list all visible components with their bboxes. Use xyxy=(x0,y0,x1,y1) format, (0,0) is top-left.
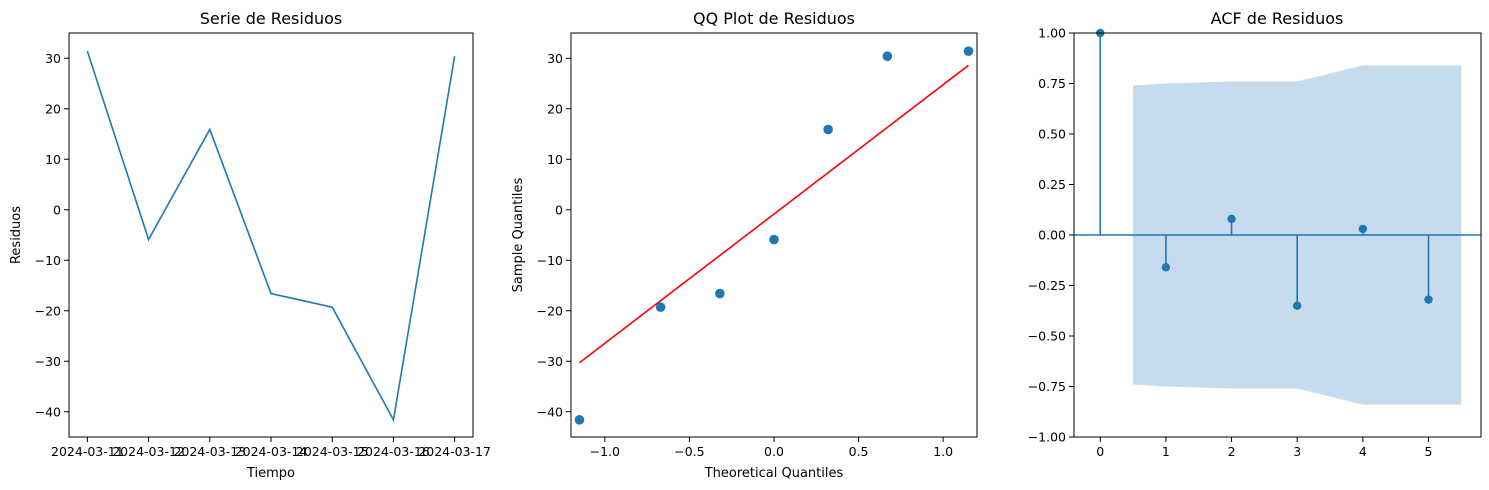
residual-series-xtick-label: 2024-03-15 xyxy=(296,444,369,459)
residual-series-xtick-label: 2024-03-12 xyxy=(112,444,185,459)
residual-series-line xyxy=(86,50,456,423)
acf-xtick-label: 3 xyxy=(1293,444,1301,459)
residual-series-ytick-label: −40 xyxy=(35,404,61,419)
residual-series-xtick-label: 2024-03-11 xyxy=(51,444,124,459)
acf-xtick-label: 1 xyxy=(1162,444,1170,459)
acf-ytick-label: −1.00 xyxy=(1028,430,1066,445)
residual-series-ytick-label: 10 xyxy=(45,152,61,167)
residual-series-ytick-label: −30 xyxy=(35,354,61,369)
residual-series-ytick-label: 30 xyxy=(45,51,61,66)
residual-series-title: Serie de Residuos xyxy=(200,9,342,28)
acf-xtick-label: 0 xyxy=(1096,444,1104,459)
qq-plot-xtick-label: 0.0 xyxy=(764,444,784,459)
residual-series-xtick-label: 2024-03-16 xyxy=(357,444,430,459)
residual-series-ytick-label: −10 xyxy=(35,253,61,268)
qq-plot-xtick-label: −0.5 xyxy=(674,444,704,459)
qq-plot-title: QQ Plot de Residuos xyxy=(693,9,855,28)
residual-series-axes-frame xyxy=(68,32,474,438)
qq-plot-ytick-label: 10 xyxy=(547,152,563,167)
residual-series-ylabel: Residuos xyxy=(9,206,24,264)
qq-point xyxy=(882,51,893,62)
qq-point xyxy=(655,302,666,313)
acf-title: ACF de Residuos xyxy=(1211,9,1344,28)
acf-ytick-label: −0.25 xyxy=(1028,278,1066,293)
acf-point xyxy=(1227,214,1236,224)
qq-plot-ytick-label: −30 xyxy=(537,354,563,369)
acf-ytick-label: −0.75 xyxy=(1028,379,1066,394)
residual-series-xtick-label: 2024-03-17 xyxy=(418,444,491,459)
residual-series-xlabel: Tiempo xyxy=(246,466,295,481)
qq-reference-line xyxy=(578,64,970,364)
acf-point xyxy=(1161,263,1171,272)
acf-xtick-label: 4 xyxy=(1359,444,1367,459)
qq-plot-xtick-label: 0.5 xyxy=(849,444,869,459)
acf-panel: ACF de Residuos 1.00 0.75 0.50 0.25 0.00 −0.2… xyxy=(1028,9,1482,459)
residual-series-ytick-label: −20 xyxy=(35,303,61,318)
qq-plot-ytick-label: −10 xyxy=(537,253,563,268)
qq-point xyxy=(574,415,585,425)
acf-ytick-label: 0.75 xyxy=(1038,76,1066,91)
qq-plot-ytick-label: 0 xyxy=(555,202,563,217)
qq-plot-ytick-label: 20 xyxy=(547,101,563,116)
acf-point xyxy=(1358,224,1368,234)
residual-series-panel: Serie de Residuos 30 20 10 0 −10 −20 −30 −40 20… xyxy=(9,9,491,481)
residual-series-xtick-label: 2024-03-14 xyxy=(235,444,308,459)
qq-plot-xtick-label: 1.0 xyxy=(933,444,953,459)
qq-plot-xtick-label: −1.0 xyxy=(590,444,620,459)
qq-plot-ytick-label: −40 xyxy=(537,404,563,419)
qq-plot-xlabel: Theoretical Quantiles xyxy=(704,466,844,481)
acf-ytick-label: 1.00 xyxy=(1038,26,1066,41)
acf-ytick-label: 0.25 xyxy=(1038,177,1066,192)
acf-xtick-label: 2 xyxy=(1228,444,1236,459)
qq-point xyxy=(823,124,833,135)
residual-series-ytick-label: 20 xyxy=(45,101,61,116)
acf-point xyxy=(1424,295,1433,304)
qq-plot-axes-frame xyxy=(570,32,978,438)
qq-point xyxy=(963,46,974,56)
qq-plot-ylabel: Sample Quantiles xyxy=(511,177,526,292)
acf-xtick-label: 5 xyxy=(1425,444,1433,459)
acf-ytick-label: 0.00 xyxy=(1038,228,1066,243)
acf-point xyxy=(1292,301,1302,310)
qq-plot-panel: QQ Plot de Residuos 3020100−10−20−30−40 … xyxy=(511,9,978,481)
residual-series-xtick-label: 2024-03-13 xyxy=(173,444,246,459)
qq-plot-ytick-label: −20 xyxy=(537,303,563,318)
residual-series-ytick-label: 0 xyxy=(53,202,61,217)
acf-axes-frame xyxy=(1073,32,1482,438)
qq-plot-ytick-label: 30 xyxy=(547,51,563,66)
acf-ytick-label: −0.50 xyxy=(1028,329,1066,344)
qq-point xyxy=(769,234,779,245)
qq-point xyxy=(715,288,725,299)
acf-ytick-label: 0.50 xyxy=(1038,127,1066,142)
